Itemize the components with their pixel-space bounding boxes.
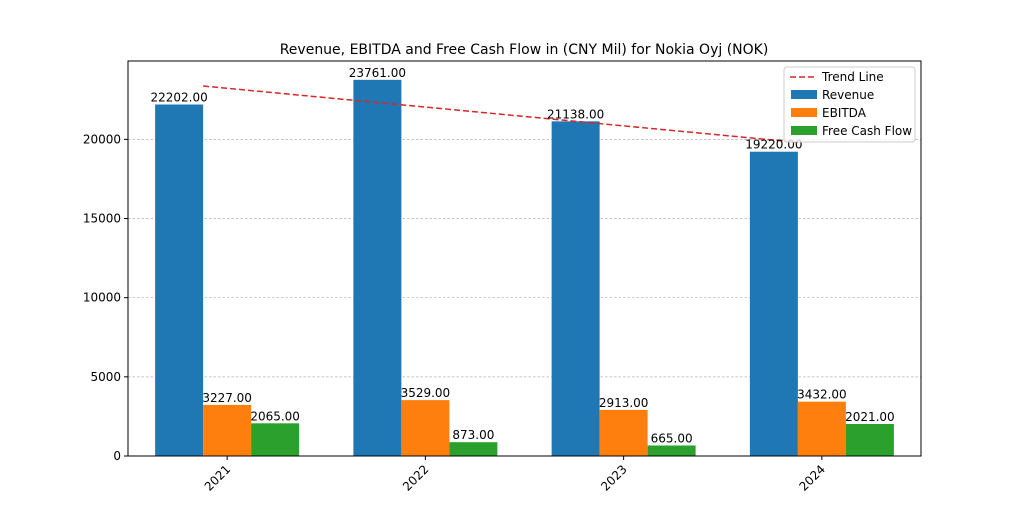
bar-value-label: 2021.00 (845, 410, 895, 424)
legend-trend-label: Trend Line (821, 70, 884, 84)
bar-ebitda (797, 401, 846, 456)
bar-free-cash-flow (647, 445, 696, 456)
bar-value-label: 3529.00 (401, 386, 451, 400)
legend-swatch (791, 90, 817, 99)
bar-ebitda (203, 404, 252, 456)
y-tick-label: 10000 (83, 291, 121, 305)
plot-frame (127, 60, 922, 457)
bar-value-label: 873.00 (452, 428, 494, 442)
bar-value-label: 22202.00 (150, 91, 207, 105)
legend-box (783, 66, 916, 143)
bar-value-label: 23761.00 (349, 66, 406, 80)
trend-layer (203, 85, 798, 144)
grid-layer (128, 139, 921, 378)
bar-value-label: 2913.00 (599, 396, 649, 410)
legend-swatch (791, 108, 817, 117)
bar-free-cash-flow (251, 423, 300, 456)
y-tick-label: 15000 (83, 212, 121, 226)
y-tick-label: 0 (113, 449, 121, 463)
bar-free-cash-flow (449, 442, 498, 456)
bar-revenue (749, 151, 798, 456)
x-tick-label: 2022 (400, 462, 431, 493)
bar-revenue (353, 79, 402, 456)
bar-value-label: 21138.00 (547, 107, 604, 121)
bar-value-label: 2065.00 (250, 409, 300, 423)
chart-title: Revenue, EBITDA and Free Cash Flow in (C… (280, 42, 769, 58)
y-tick-label: 20000 (83, 132, 121, 146)
bar-value-label: 3432.00 (797, 388, 847, 402)
bar-revenue (551, 121, 600, 456)
legend-swatch (791, 126, 817, 135)
legend-label: Free Cash Flow (822, 124, 912, 138)
bar-ebitda (401, 400, 450, 456)
legend-label: Revenue (822, 88, 874, 102)
bar-free-cash-flow (845, 424, 894, 456)
bars-layer (155, 79, 894, 457)
x-tick-label: 2021 (202, 462, 233, 493)
bar-revenue (155, 104, 204, 457)
bar-value-label: 665.00 (651, 431, 693, 445)
bar-value-label: 3227.00 (202, 391, 252, 405)
legend: Trend Line Revenue EBITDA Free Cash Flow (783, 66, 916, 143)
x-tick-label: 2024 (796, 462, 827, 493)
trend-line (203, 85, 798, 144)
bar-ebitda (599, 409, 648, 456)
x-tick-label: 2023 (598, 462, 629, 493)
legend-label: EBITDA (822, 106, 867, 120)
bar-labels-layer: 22202.00 3227.00 2065.00 23761.00 3529.00 873… (150, 66, 894, 446)
y-tick-label: 5000 (90, 370, 121, 384)
